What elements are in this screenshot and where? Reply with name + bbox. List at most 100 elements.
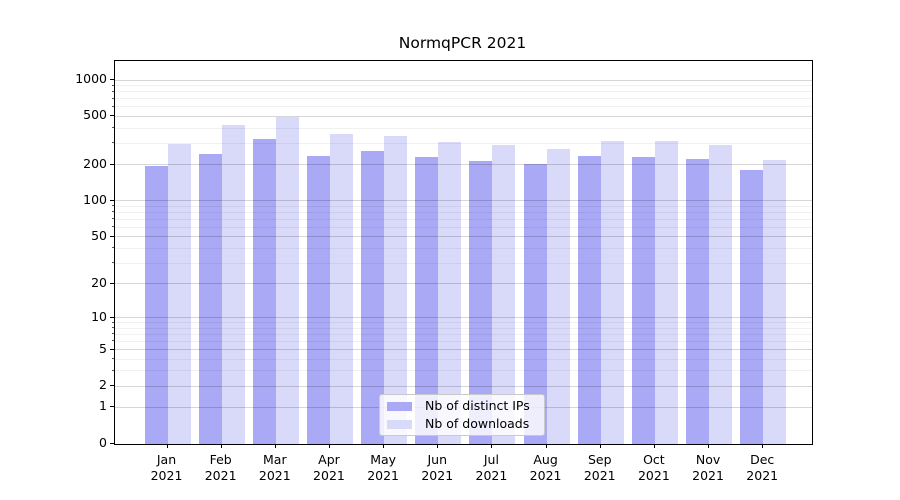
legend-swatch-downloads [387, 419, 412, 429]
x-tick-mark [491, 444, 493, 448]
x-tick-mark [220, 444, 222, 448]
y-tick-mark [110, 406, 114, 408]
bar-nb-of-distinct-ips-oct [631, 156, 655, 444]
gridline-minor [115, 226, 812, 228]
plot-area [114, 60, 813, 445]
bar-nb-of-downloads-sep [600, 141, 624, 444]
gridline-major [115, 164, 812, 166]
x-tick-label-dec: Dec 2021 [746, 452, 779, 483]
gridline-major [115, 200, 812, 202]
y-tick-mark [111, 84, 114, 86]
bar-nb-of-downloads-may [384, 136, 408, 444]
y-tick-mark [110, 163, 114, 165]
y-tick-mark [111, 327, 114, 329]
gridline-minor [115, 247, 812, 249]
y-tick-mark [110, 235, 114, 237]
gridline-minor [115, 211, 812, 213]
y-tick-mark [111, 142, 114, 144]
x-tick-mark [708, 444, 710, 448]
gridline-minor [115, 91, 812, 93]
y-tick-label: 1000 [75, 71, 107, 86]
gridline-minor [115, 98, 812, 100]
gridline-minor [115, 85, 812, 87]
gridline-minor [115, 218, 812, 220]
x-tick-mark [328, 444, 330, 448]
y-tick-mark [110, 199, 114, 201]
x-tick-label-sep: Sep 2021 [583, 452, 616, 483]
y-tick-mark [111, 340, 114, 342]
bar-nb-of-distinct-ips-sep [577, 155, 601, 444]
y-tick-mark [111, 218, 114, 220]
bar-nb-of-distinct-ips-aug [523, 163, 547, 444]
gridline-major [115, 385, 812, 387]
y-tick-mark [111, 262, 114, 264]
bar-nb-of-distinct-ips-nov [686, 158, 710, 444]
y-axis-tick-labels: 0 1 2 5 10 20 50 100 200 500 1000 [0, 60, 107, 450]
legend-label: Nb of downloads [425, 416, 530, 431]
y-tick-mark [110, 316, 114, 318]
gridline-minor [115, 205, 812, 207]
gridline-minor [115, 127, 812, 129]
legend-item-downloads: Nb of downloads [387, 417, 537, 431]
y-tick-mark [111, 226, 114, 228]
y-tick-mark [111, 369, 114, 371]
x-tick-label-may: May 2021 [367, 452, 400, 483]
gridline-minor [115, 340, 812, 342]
bar-nb-of-distinct-ips-jul [469, 161, 493, 444]
legend-label: Nb of distinct IPs [425, 398, 530, 413]
y-tick-label: 500 [83, 107, 107, 123]
gridline-minor [115, 142, 812, 144]
gridline-major [115, 115, 812, 117]
y-tick-mark [110, 282, 114, 284]
y-tick-label: 0 [99, 435, 107, 450]
bar-nb-of-downloads-jun [438, 141, 462, 444]
y-tick-mark [110, 348, 114, 350]
y-tick-mark [111, 127, 114, 129]
y-tick-mark [110, 385, 114, 387]
x-tick-label-mar: Mar 2021 [258, 452, 291, 483]
gridline-minor [115, 262, 812, 264]
x-tick-label-feb: Feb 2021 [204, 452, 237, 483]
gridline-minor [115, 327, 812, 329]
bar-nb-of-downloads-oct [654, 140, 678, 444]
bar-nb-of-downloads-jul [492, 144, 516, 444]
bar-nb-of-distinct-ips-jan [144, 166, 168, 444]
x-tick-mark [545, 444, 547, 448]
y-tick-mark [111, 97, 114, 99]
x-tick-label-jan: Jan 2021 [150, 452, 183, 483]
y-tick-label: 50 [91, 227, 107, 243]
bar-nb-of-distinct-ips-may [361, 151, 385, 444]
y-tick-mark [111, 90, 114, 92]
y-tick-label: 10 [91, 308, 107, 324]
x-tick-mark [599, 444, 601, 448]
y-tick-mark [111, 247, 114, 249]
y-tick-mark [111, 358, 114, 360]
bar-nb-of-downloads-feb [221, 125, 245, 444]
legend: Nb of distinct IPs Nb of downloads [379, 394, 545, 436]
y-tick-mark [110, 79, 114, 80]
bar-nb-of-downloads-dec [763, 160, 787, 444]
y-tick-mark [110, 115, 114, 117]
x-tick-label-oct: Oct 2021 [637, 452, 670, 483]
y-tick-label: 5 [99, 340, 107, 356]
bar-nb-of-downloads-nov [709, 145, 733, 444]
gridline-major [115, 236, 812, 238]
gridline-major [115, 317, 812, 319]
x-tick-mark [383, 444, 385, 448]
gridline-minor [115, 333, 812, 335]
x-tick-label-apr: Apr 2021 [313, 452, 345, 483]
y-tick-mark [111, 205, 114, 207]
y-tick-mark [111, 333, 114, 335]
y-tick-label: 2 [99, 377, 107, 393]
x-tick-label-jul: Jul 2021 [475, 452, 508, 483]
bar-nb-of-distinct-ips-apr [306, 155, 330, 444]
y-tick-mark [111, 211, 114, 213]
bar-nb-of-distinct-ips-feb [198, 154, 222, 444]
gridline-major [115, 349, 812, 351]
x-tick-mark [653, 444, 655, 448]
gridline-major [115, 283, 812, 285]
bar-nb-of-distinct-ips-mar [252, 139, 276, 444]
bar-nb-of-downloads-aug [546, 148, 570, 444]
y-tick-label: 200 [83, 155, 107, 171]
